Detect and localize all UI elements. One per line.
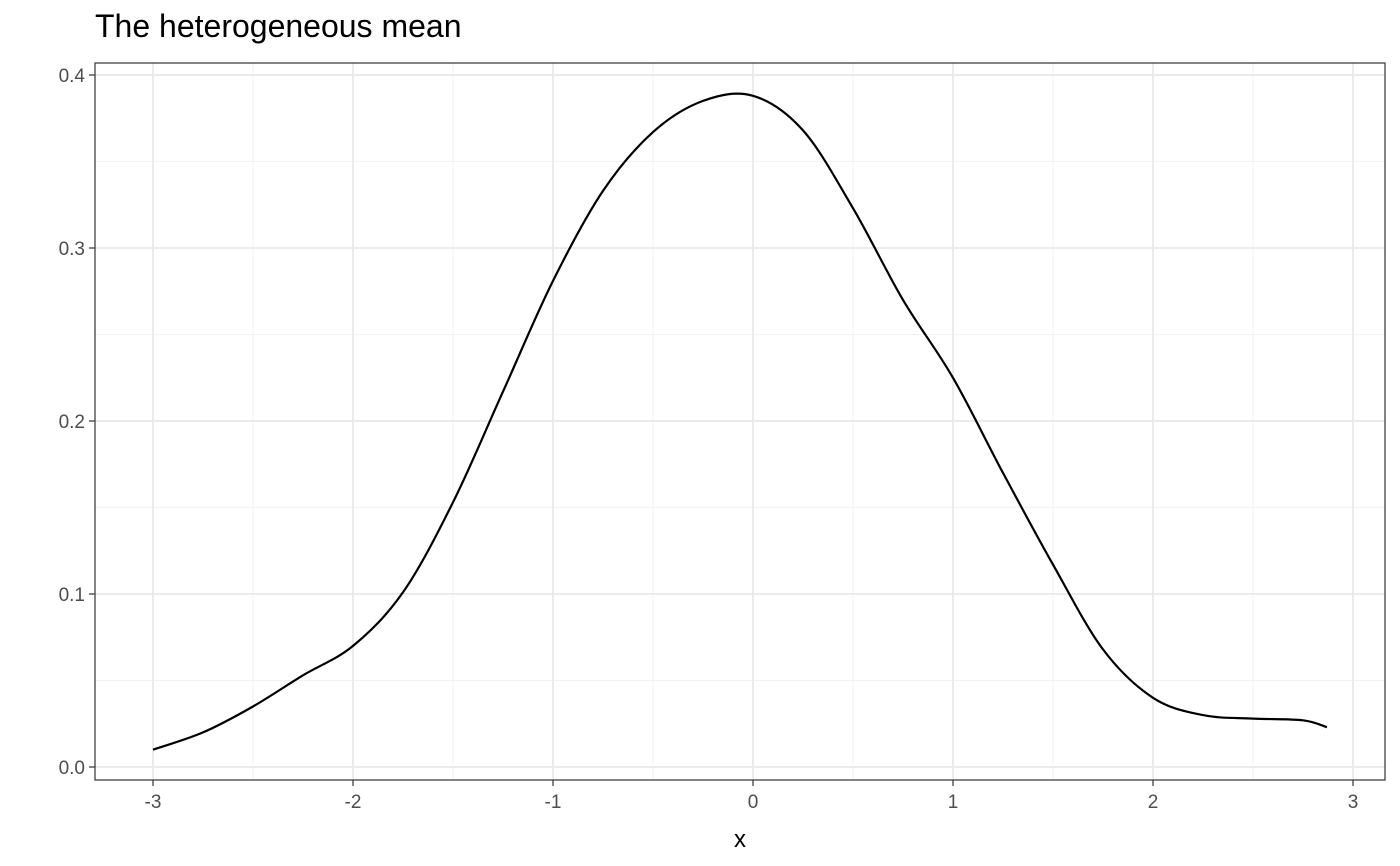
x-tick-label: -2	[345, 792, 362, 813]
y-tick-label: 0.1	[59, 585, 85, 606]
x-tick-label: -1	[545, 792, 562, 813]
y-tick-label: 0.0	[59, 758, 85, 779]
x-tick-label: 2	[1148, 792, 1159, 813]
major-gridlines	[95, 63, 1385, 780]
y-axis: 0.0 0.1 0.2 0.3 0.4	[59, 66, 95, 779]
minor-gridlines	[95, 63, 1385, 780]
chart-title: The heterogeneous mean	[95, 8, 462, 44]
y-tick-label: 0.2	[59, 412, 85, 433]
x-tick-label: 1	[948, 792, 959, 813]
x-axis: -3 -2 -1 0 1 2 3	[145, 780, 1359, 813]
y-tick-label: 0.3	[59, 239, 85, 260]
x-tick-label: 3	[1348, 792, 1359, 813]
x-tick-label: -3	[145, 792, 162, 813]
density-line	[152, 92, 1328, 751]
x-tick-label: 0	[748, 792, 759, 813]
y-tick-label: 0.4	[59, 66, 86, 87]
x-axis-title: x	[734, 826, 746, 853]
